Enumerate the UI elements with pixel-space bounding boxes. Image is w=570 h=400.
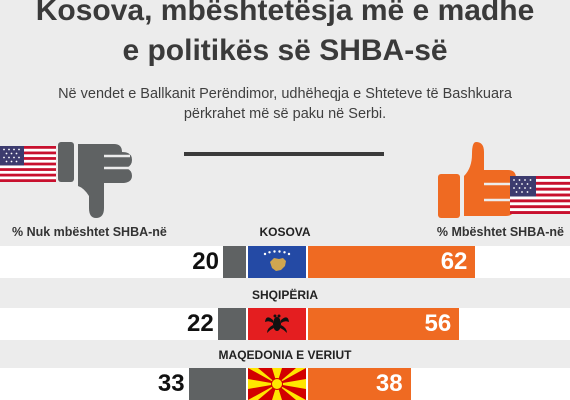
us-flag-icon [510, 176, 570, 214]
value-not-support: 20 [192, 248, 219, 275]
value-not-support: 22 [186, 310, 214, 337]
title-line-1: Kosova, mbështetësja më e madhe [35, 0, 535, 27]
us-flag-icon [0, 146, 56, 182]
thumbs-up-icon [438, 142, 516, 218]
bar-not-support [223, 246, 246, 278]
north-macedonia-flag-icon [248, 368, 306, 400]
title-line-2: e politikës së SHBA-së [122, 34, 448, 67]
bar-not-support [217, 308, 246, 340]
kosovo-flag-icon [248, 246, 306, 278]
value-not-support: 33 [157, 370, 185, 397]
bar-support [308, 246, 476, 278]
bar-support [308, 308, 460, 340]
left-column-label: % Nuk mbështet SHBA-në [12, 225, 167, 239]
subtitle-line-2: përkrahet më së paku në Serbi. [183, 106, 387, 122]
right-column-label: % Mbështet SHBA-në [436, 225, 564, 239]
bar-support [308, 368, 411, 400]
value-support: 56 [424, 310, 452, 337]
country-label: SHQIPËRIA [251, 288, 318, 302]
value-support: 62 [440, 248, 468, 275]
country-label: KOSOVA [259, 225, 311, 239]
bar-not-support [188, 368, 246, 400]
value-support: 38 [375, 370, 403, 397]
subtitle-line-1: Në vendet e Ballkanit Perëndimor, udhëhe… [58, 86, 512, 102]
thumbs-down-icon [58, 142, 132, 218]
divider [184, 152, 384, 156]
albania-flag-icon [248, 308, 306, 340]
subtitle: Në vendet e Ballkanit Perëndimor, udhëhe… [30, 84, 540, 124]
country-label: MAQEDONIA E VERIUT [218, 348, 352, 362]
